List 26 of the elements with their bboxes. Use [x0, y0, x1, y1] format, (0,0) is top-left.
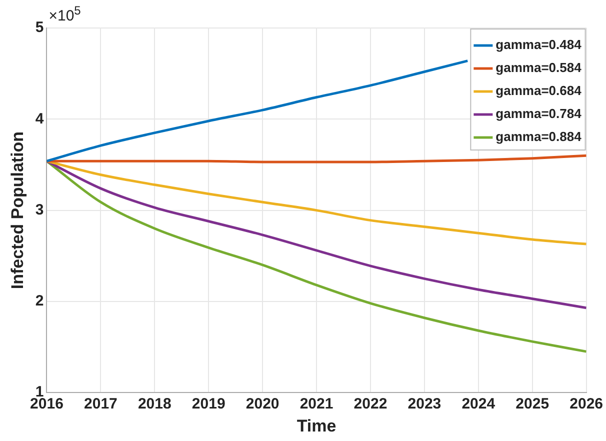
legend-label: gamma=0.684: [496, 83, 582, 98]
x-tick-label: 2025: [516, 396, 550, 413]
x-tick-label: 2020: [246, 396, 280, 413]
legend-label: gamma=0.784: [496, 106, 582, 122]
x-tick-label: 2022: [354, 396, 388, 413]
line-series: [46, 160, 586, 310]
y-tick-label: 5: [35, 19, 44, 36]
legend-label: gamma=0.884: [496, 129, 582, 144]
line-series: [46, 60, 469, 162]
legend-label: gamma=0.584: [496, 60, 582, 76]
x-tick-label: 2019: [192, 396, 226, 413]
x-axis-title: Time: [296, 416, 336, 436]
y-tick-label: 2: [35, 292, 44, 310]
line-series: [46, 154, 586, 164]
x-tick-label: 2017: [84, 396, 118, 413]
x-tick-label: 2018: [138, 396, 172, 413]
x-tick-label: 2024: [462, 396, 496, 413]
line-series: [46, 160, 586, 246]
x-tick-label: 2021: [300, 396, 334, 413]
y-tick-label: 4: [35, 110, 44, 128]
line-series: [46, 160, 586, 353]
y-axis-title: Infected Population: [8, 131, 27, 290]
x-tick-label: 2026: [570, 396, 604, 413]
legend-label: gamma=0.484: [496, 37, 582, 52]
x-tick-label: 2023: [408, 396, 442, 413]
y-tick-label: 3: [35, 201, 44, 218]
